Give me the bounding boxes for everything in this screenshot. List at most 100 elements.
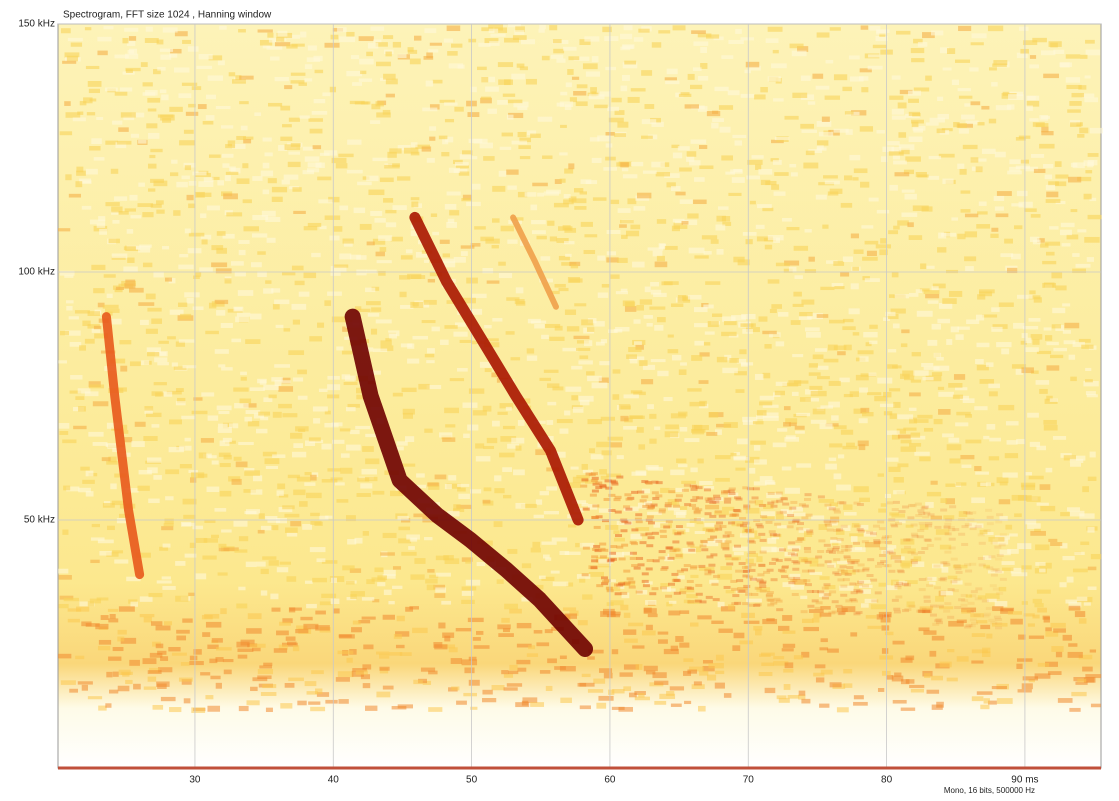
noise-speck: [923, 599, 931, 603]
noise-speck: [379, 177, 394, 183]
noise-speck: [421, 320, 436, 324]
noise-speck: [833, 473, 842, 480]
noise-speck: [671, 572, 679, 576]
noise-speck: [1085, 674, 1102, 679]
noise-speck: [111, 253, 128, 259]
noise-speck: [564, 104, 572, 111]
noise-speck: [941, 232, 957, 237]
noise-speck: [572, 476, 588, 483]
noise-speck: [619, 672, 633, 677]
noise-speck: [988, 118, 997, 124]
noise-speck: [225, 144, 236, 149]
noise-speck: [482, 689, 493, 695]
noise-speck: [1027, 623, 1035, 627]
noise-speck: [690, 487, 698, 491]
noise-speck: [937, 96, 944, 102]
noise-speck: [878, 540, 886, 544]
noise-speck: [432, 79, 443, 84]
noise-speck: [909, 504, 917, 508]
noise-speck: [89, 145, 101, 151]
noise-speck: [210, 675, 221, 680]
noise-speck: [739, 517, 747, 521]
noise-speck: [641, 579, 649, 583]
noise-speck: [215, 268, 232, 274]
noise-speck: [110, 358, 126, 364]
noise-speck: [973, 613, 981, 617]
noise-speck: [468, 38, 477, 43]
noise-speck: [634, 691, 646, 695]
noise-speck: [722, 221, 732, 226]
noise-speck: [749, 540, 757, 544]
noise-speck: [468, 679, 480, 686]
noise-speck: [923, 366, 940, 370]
noise-speck: [756, 579, 764, 583]
noise-speck: [853, 695, 864, 700]
noise-speck: [857, 580, 865, 584]
noise-speck: [105, 202, 120, 207]
noise-speck: [290, 521, 302, 527]
noise-speck: [575, 542, 583, 548]
noise-speck: [776, 511, 784, 515]
noise-speck: [1084, 75, 1091, 79]
noise-speck: [666, 68, 678, 75]
noise-speck: [705, 281, 721, 285]
noise-speck: [894, 672, 902, 677]
noise-speck: [734, 371, 747, 376]
noise-speck: [108, 238, 120, 244]
noise-speck: [533, 514, 544, 519]
noise-speck: [969, 594, 977, 598]
noise-speck: [268, 38, 281, 43]
noise-speck: [259, 39, 273, 46]
noise-speck: [467, 617, 484, 623]
noise-speck: [700, 47, 707, 54]
noise-speck: [624, 306, 637, 312]
noise-speck: [382, 574, 396, 579]
noise-speck: [462, 150, 473, 156]
noise-speck: [947, 615, 955, 619]
noise-speck: [458, 171, 470, 176]
noise-speck: [678, 464, 688, 468]
noise-speck: [1059, 229, 1072, 236]
noise-speck: [1085, 39, 1095, 44]
noise-speck: [572, 406, 584, 413]
noise-speck: [499, 403, 514, 409]
noise-speck: [693, 307, 708, 313]
noise-speck: [413, 35, 422, 41]
noise-speck: [606, 229, 621, 235]
noise-speck: [265, 516, 278, 521]
noise-speck: [951, 217, 959, 221]
noise-speck: [63, 597, 79, 602]
noise-speck: [677, 146, 690, 151]
noise-speck: [816, 140, 829, 146]
noise-speck: [139, 244, 152, 248]
noise-speck: [647, 505, 655, 509]
noise-speck: [743, 504, 751, 508]
noise-speck: [457, 487, 466, 492]
noise-speck: [825, 463, 837, 470]
noise-speck: [749, 563, 757, 567]
noise-speck: [939, 661, 952, 668]
noise-speck: [174, 31, 188, 37]
noise-speck: [643, 665, 658, 672]
noise-speck: [507, 185, 517, 190]
noise-speck: [739, 349, 747, 355]
noise-speck: [736, 523, 744, 527]
noise-speck: [796, 537, 804, 541]
noise-speck: [855, 610, 863, 614]
noise-speck: [178, 93, 192, 99]
noise-speck: [447, 51, 458, 56]
noise-speck: [1082, 486, 1089, 493]
noise-speck: [274, 379, 282, 386]
noise-speck: [91, 523, 100, 528]
noise-speck: [400, 304, 414, 309]
noise-speck: [789, 506, 797, 510]
noise-speck: [612, 394, 620, 400]
noise-speck: [892, 500, 900, 504]
noise-speck: [691, 30, 706, 34]
noise-speck: [282, 124, 292, 128]
noise-speck: [153, 382, 167, 386]
noise-speck: [913, 87, 930, 92]
noise-speck: [1051, 272, 1063, 279]
noise-speck: [489, 41, 500, 46]
noise-speck: [839, 501, 847, 505]
